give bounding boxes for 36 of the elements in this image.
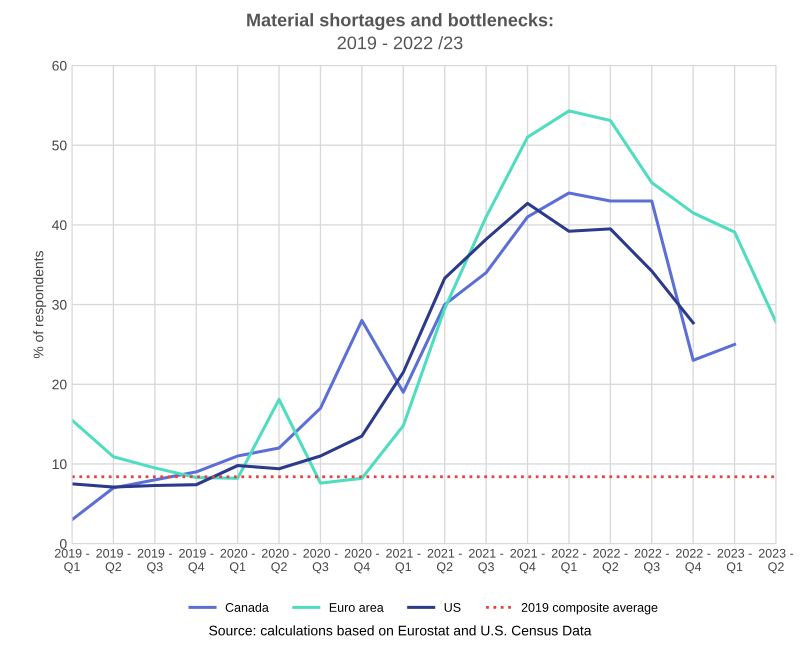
legend-label: US [444, 603, 461, 612]
legend-label: 2019 composite average [522, 602, 658, 614]
line-series [72, 109, 776, 485]
chart-title: Material shortages and bottlenecks: [247, 13, 552, 30]
x-tick-label: 2022 - Q4 [676, 548, 710, 574]
x-tick-label: 2022 - Q1 [552, 548, 586, 574]
x-tick-label: 2021 - Q1 [386, 548, 420, 574]
x-tick-label: 2020 - Q4 [344, 548, 380, 574]
y-axis-title: % of respondents [33, 251, 46, 358]
line-series [72, 191, 736, 522]
x-tick-label: 2020 - Q2 [262, 548, 296, 574]
x-tick-label: 2019 - Q2 [96, 548, 131, 574]
x-tick-label: 2020 - Q1 [220, 548, 255, 574]
chart-subtitle: 2019 - 2022 /23 [338, 36, 462, 50]
x-tick-label: 2022 - Q3 [634, 548, 669, 574]
line-series [72, 202, 695, 489]
x-tick-label: 2023 - Q2 [758, 548, 794, 574]
x-tick-label: 2021 - Q4 [510, 548, 545, 574]
legend-label: Euro area [330, 603, 384, 612]
x-tick-label: 2020 - Q3 [303, 548, 338, 574]
y-tick-label: 30 [52, 300, 67, 310]
y-tick-label: 20 [52, 380, 67, 390]
y-tick-label: 60 [52, 60, 67, 71]
source-note: Source: calculations based on Eurostat and U.S. Census Data [209, 625, 592, 636]
y-tick-label: 40 [52, 220, 67, 230]
y-tick-label: 10 [52, 459, 67, 470]
y-tick-label: 50 [52, 140, 67, 150]
x-tick-label: 2019 - Q4 [179, 548, 214, 574]
x-tick-label: 2023 - Q1 [717, 548, 752, 574]
x-tick-label: 2021 - Q2 [428, 548, 462, 574]
x-tick-label: 2019 - Q3 [138, 548, 172, 574]
x-tick-label: 2022 - Q2 [593, 548, 628, 574]
y-tick-label: 0 [60, 538, 67, 549]
x-tick-label: 2019 - Q1 [54, 548, 90, 574]
legend-label: Canada [226, 602, 269, 612]
x-tick-label: 2021 - Q3 [469, 548, 504, 574]
